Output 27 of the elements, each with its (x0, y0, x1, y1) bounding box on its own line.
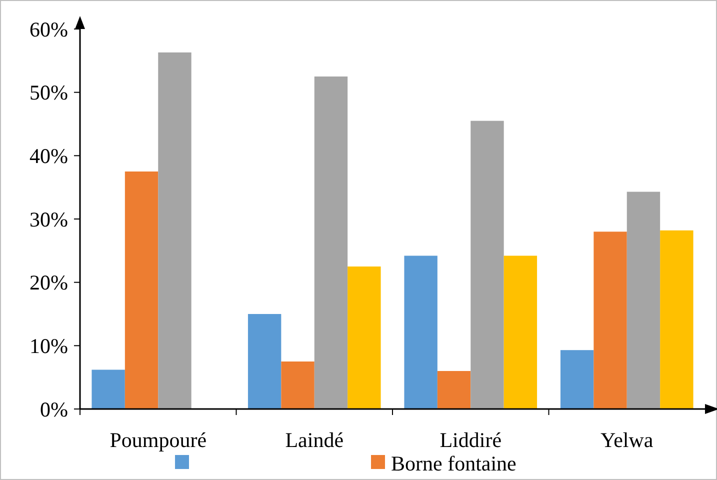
y-tick-label: 10% (30, 334, 68, 358)
bar (314, 76, 348, 409)
x-tick-label: Liddiré (440, 428, 502, 452)
bar (124, 172, 158, 409)
y-tick-label: 0% (40, 397, 68, 422)
y-tick-label: 60% (30, 17, 68, 42)
legend-label: Borne fontaine (391, 451, 516, 476)
bar (404, 256, 438, 409)
bar (504, 256, 538, 409)
x-tick-label: Yelwa (600, 428, 654, 452)
bar (470, 120, 504, 409)
bar (92, 370, 125, 409)
bar (560, 350, 594, 409)
bar (158, 52, 192, 409)
bar (594, 232, 627, 409)
x-tick-label: Poumpouré (110, 428, 207, 452)
bar (281, 362, 314, 409)
bar (660, 230, 694, 409)
bar (348, 266, 381, 409)
y-tick-label: 30% (30, 207, 68, 232)
y-tick-label: 50% (30, 80, 68, 105)
y-tick-label: 40% (30, 144, 68, 168)
x-tick-label: Laindé (285, 428, 344, 452)
bar (248, 314, 282, 409)
y-tick-label: 20% (30, 270, 68, 295)
bar (437, 371, 471, 409)
bar (626, 192, 660, 409)
